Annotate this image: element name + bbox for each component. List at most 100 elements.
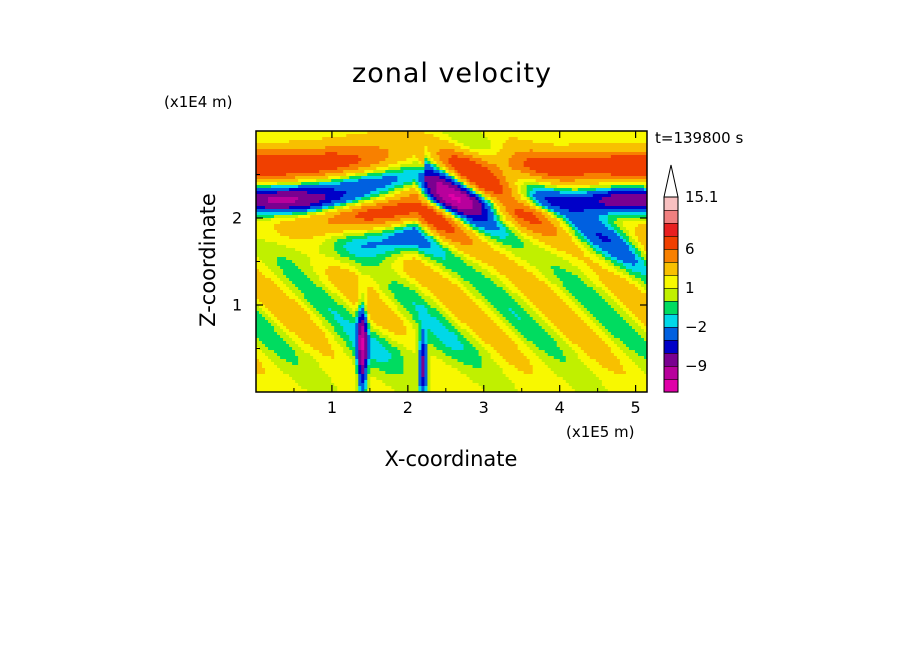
field-cell xyxy=(562,134,567,138)
field-cell xyxy=(337,188,341,192)
field-cell xyxy=(466,221,471,225)
field-cell xyxy=(610,197,615,201)
field-cell xyxy=(589,185,594,189)
field-cell xyxy=(367,212,371,216)
field-cell xyxy=(364,197,368,201)
field-cell xyxy=(415,155,420,159)
field-cell xyxy=(574,203,579,207)
field-cell xyxy=(628,146,633,150)
field-cell xyxy=(364,149,368,153)
field-cell xyxy=(421,152,426,156)
field-cell xyxy=(391,155,395,159)
field-cell xyxy=(286,230,290,234)
field-cell xyxy=(640,158,645,162)
field-cell xyxy=(364,131,368,135)
field-cell xyxy=(340,209,344,213)
field-cell xyxy=(493,227,498,231)
field-cell xyxy=(322,164,326,168)
field-cell xyxy=(553,176,558,180)
field-cell xyxy=(433,221,438,225)
field-cell xyxy=(322,242,326,246)
field-cell xyxy=(457,191,462,195)
field-cell xyxy=(577,227,582,231)
field-cell xyxy=(490,155,495,159)
field-cell xyxy=(472,131,477,135)
field-cell xyxy=(517,230,522,234)
field-cell xyxy=(544,227,549,231)
field-cell xyxy=(586,149,591,153)
field-cell xyxy=(382,164,386,168)
field-cell xyxy=(274,215,278,219)
field-cell xyxy=(529,191,534,195)
field-cell xyxy=(592,185,597,189)
field-cell xyxy=(259,230,263,234)
field-cell xyxy=(541,179,546,183)
field-cell xyxy=(289,209,293,213)
field-cell xyxy=(418,158,423,162)
field-cell xyxy=(490,173,495,177)
field-cell xyxy=(283,191,287,195)
field-cell xyxy=(274,224,278,228)
field-cell xyxy=(286,236,290,240)
field-cell xyxy=(379,149,383,153)
field-cell xyxy=(430,194,435,198)
field-cell xyxy=(505,242,510,246)
field-cell xyxy=(292,191,296,195)
field-cell xyxy=(616,131,621,135)
field-cell xyxy=(499,233,504,237)
field-cell xyxy=(421,167,426,171)
field-cell xyxy=(256,203,260,207)
field-cell xyxy=(283,224,287,228)
field-cell xyxy=(496,170,501,174)
field-cell xyxy=(358,170,362,174)
field-cell xyxy=(520,149,525,153)
field-cell xyxy=(484,164,489,168)
field-cell xyxy=(316,221,320,225)
field-cell xyxy=(568,152,573,156)
field-cell xyxy=(631,152,636,156)
field-cell xyxy=(517,218,522,222)
field-cell xyxy=(331,197,335,201)
field-cell xyxy=(442,167,447,171)
field-cell xyxy=(580,191,585,195)
field-cell xyxy=(364,164,368,168)
field-cell xyxy=(526,140,531,144)
field-cell xyxy=(520,224,525,228)
field-cell xyxy=(343,185,347,189)
field-cell xyxy=(442,179,447,183)
field-cell xyxy=(622,140,627,144)
field-cell xyxy=(319,206,323,210)
field-cell xyxy=(502,191,507,195)
field-cell xyxy=(529,170,534,174)
field-cell xyxy=(379,155,383,159)
field-cell xyxy=(628,230,633,234)
field-cell xyxy=(400,149,404,153)
field-cell xyxy=(331,185,335,189)
field-cell xyxy=(460,149,465,153)
field-cell xyxy=(391,131,395,135)
field-cell xyxy=(577,224,582,228)
field-cell xyxy=(382,245,386,249)
field-cell xyxy=(469,242,474,246)
field-cell xyxy=(265,242,269,246)
field-cell xyxy=(496,197,501,201)
field-cell xyxy=(427,215,432,219)
field-cell xyxy=(532,152,537,156)
field-cell xyxy=(424,218,429,222)
field-cell xyxy=(598,203,603,207)
field-cell xyxy=(430,161,435,165)
field-cell xyxy=(511,146,516,150)
field-cell xyxy=(340,236,344,240)
field-cell xyxy=(586,227,591,231)
field-cell xyxy=(607,185,612,189)
field-cell xyxy=(280,176,284,180)
field-cell xyxy=(334,179,338,183)
field-cell xyxy=(385,242,389,246)
field-cell xyxy=(430,143,435,147)
field-cell xyxy=(313,200,317,204)
field-cell xyxy=(586,164,591,168)
field-cell xyxy=(577,209,582,213)
field-cell xyxy=(349,194,353,198)
field-cell xyxy=(328,173,332,177)
field-cell xyxy=(634,170,639,174)
